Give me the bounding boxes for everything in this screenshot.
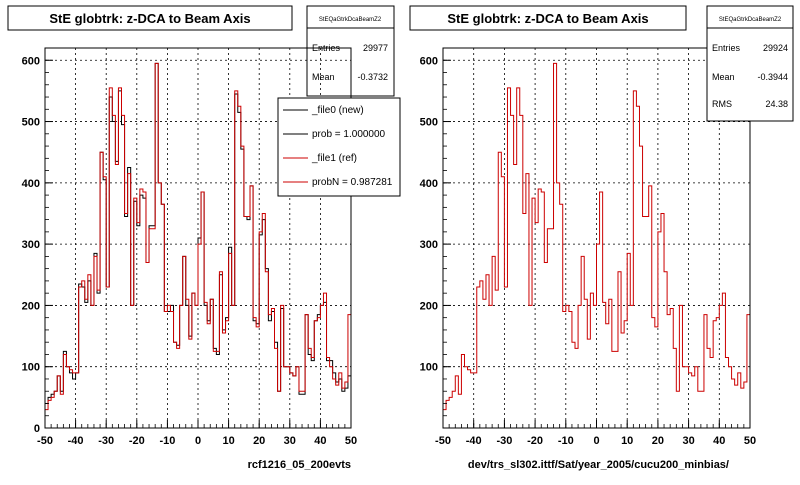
left-x-tick-label: 50 [345,435,357,447]
left-y-tick-label: 600 [22,55,40,67]
left-x-tick-label: 0 [195,435,201,447]
left-x-tick-label: 30 [284,435,296,447]
right-xlabel: dev/trs_sl302.ittf/Sat/year_2005/cucu200… [468,459,729,471]
left-y-tick-label: 300 [22,239,40,251]
right-x-tick-label: 10 [621,435,633,447]
right-y-tick-label: 600 [420,55,438,67]
left-y-tick-label: 200 [22,300,40,312]
legend-label-ref: _file1 (ref) [311,153,357,164]
right-title: StE globtrk: z-DCA to Beam Axis [447,11,648,26]
right-x-tick-label: 50 [744,435,756,447]
legend-label-new: _file0 (new) [311,105,364,116]
left-title: StE globtrk: z-DCA to Beam Axis [49,11,250,26]
right-panel: StE globtrk: z-DCA to Beam Axis -50 -40 -3… [409,5,794,471]
left-x-tick-label: 40 [314,435,326,447]
left-x-tick-label: -10 [159,435,175,447]
right-plot-area: -50 -40 -30 -20 -10 0 10 20 30 40 50 100 200 300 400 50… [420,47,756,447]
right-y-tick-label: 300 [420,239,438,251]
left-y-tick-label: 0 [34,423,40,435]
left-x-tick-label: -50 [37,435,53,447]
right-x-tick-label: -30 [496,435,512,447]
right-stats-mean-label: Mean [712,72,735,82]
right-y-tick-label: 500 [420,117,438,129]
left-stats-name: StEQaGtrkDcaBeamZ2 [319,17,382,23]
right-x-tick-label: 40 [713,435,725,447]
right-x-tick-label: -10 [558,435,574,447]
left-legend: _file0 (new) prob = 1.000000 _file1 (ref… [277,97,401,197]
left-y-tick-label: 500 [22,117,40,129]
right-stats-name: StEQaGtrkDcaBeamZ2 [719,17,782,23]
left-x-tick-label: 20 [253,435,265,447]
legend-label-probn: probN = 0.987281 [312,177,393,188]
right-x-tick-label: 0 [593,435,599,447]
right-stats-box: StEQaGtrkDcaBeamZ2 Entries 29924 Mean -0… [706,5,794,122]
left-xlabel: rcf1216_05_200evts [248,459,351,471]
right-y-tick-label: 100 [420,362,438,374]
right-stats-rms-value: 24.38 [765,99,788,109]
left-x-tick-label: -20 [129,435,145,447]
left-plot-area: -50 -40 -30 -20 -10 0 10 20 30 40 5001002003004005… [22,47,357,447]
right-x-tick-label: -50 [435,435,451,447]
left-panel: StE globtrk: z-DCA to Beam Axis StEQaGtr… [7,5,401,471]
right-x-tick-label: -20 [527,435,543,447]
right-x-tick-label: 20 [652,435,664,447]
right-stats-entries-label: Entries [712,43,741,53]
right-y-tick-label: 200 [420,300,438,312]
left-x-tick-label: -30 [98,435,114,447]
right-x-tick-label: 30 [682,435,694,447]
right-stats-mean-value: -0.3944 [757,72,788,82]
legend-label-prob: prob = 1.000000 [312,129,386,140]
right-x-tick-label: -40 [466,435,482,447]
left-y-tick-label: 400 [22,178,40,190]
right-stats-entries-value: 29924 [763,43,788,53]
right-y-tick-label: 400 [420,178,438,190]
left-series-ref [44,62,352,428]
right-title-box: StE globtrk: z-DCA to Beam Axis [409,5,687,31]
left-stats-entries-value: 29977 [363,43,388,53]
left-stats-mean-label: Mean [312,72,335,82]
left-title-box: StE globtrk: z-DCA to Beam Axis [7,5,293,31]
left-x-tick-label: -40 [68,435,84,447]
left-y-tick-label: 100 [22,362,40,374]
left-x-tick-label: 10 [222,435,234,447]
right-series-ref [442,62,751,428]
right-stats-rms-label: RMS [712,99,732,109]
left-stats-mean-value: -0.3732 [357,72,388,82]
